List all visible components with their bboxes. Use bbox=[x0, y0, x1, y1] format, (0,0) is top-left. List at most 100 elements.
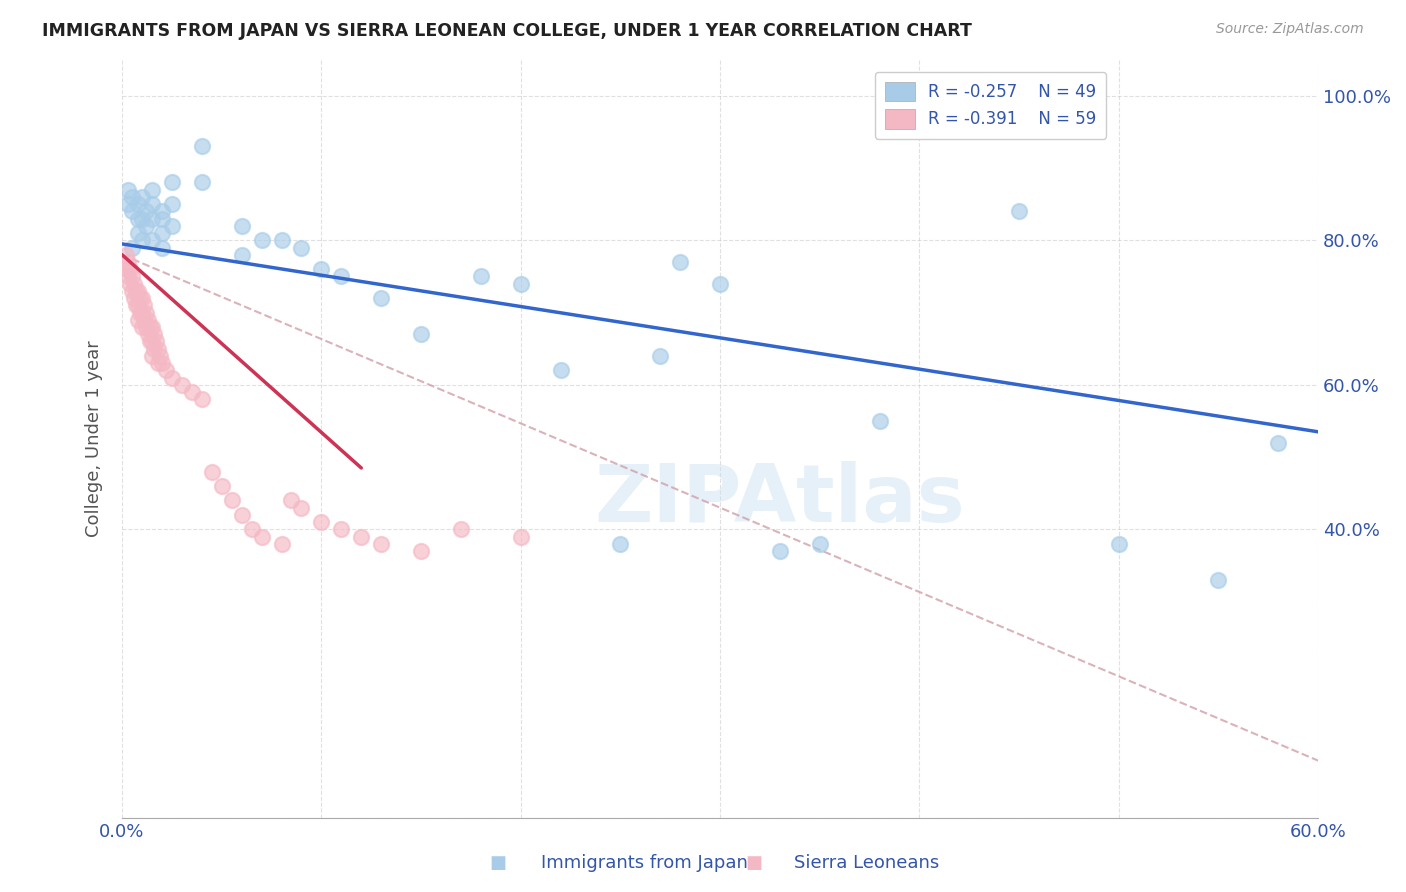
Text: ZIPAtlas: ZIPAtlas bbox=[595, 461, 966, 539]
Point bbox=[808, 537, 831, 551]
Point bbox=[231, 248, 253, 262]
Point bbox=[125, 284, 148, 298]
Point bbox=[131, 233, 153, 247]
Point bbox=[160, 197, 183, 211]
Point bbox=[150, 226, 173, 240]
Point bbox=[1267, 435, 1289, 450]
Point bbox=[121, 190, 143, 204]
Point bbox=[121, 284, 143, 298]
Point bbox=[1208, 573, 1230, 587]
Point bbox=[160, 176, 183, 190]
Point bbox=[370, 291, 392, 305]
Point bbox=[146, 356, 169, 370]
Point bbox=[129, 305, 152, 319]
Point bbox=[470, 269, 492, 284]
Point bbox=[117, 255, 139, 269]
Point bbox=[145, 334, 167, 349]
Point bbox=[509, 530, 531, 544]
Point bbox=[141, 211, 163, 226]
Point bbox=[117, 197, 139, 211]
Point bbox=[141, 183, 163, 197]
Point bbox=[191, 139, 214, 153]
Point bbox=[270, 537, 292, 551]
Point bbox=[127, 284, 149, 298]
Point bbox=[142, 342, 165, 356]
Point bbox=[131, 305, 153, 319]
Point bbox=[131, 211, 153, 226]
Point bbox=[122, 277, 145, 291]
Point bbox=[117, 183, 139, 197]
Point bbox=[1108, 537, 1130, 551]
Point bbox=[127, 197, 149, 211]
Point bbox=[121, 269, 143, 284]
Point bbox=[231, 508, 253, 522]
Point bbox=[139, 334, 162, 349]
Point bbox=[127, 312, 149, 326]
Point bbox=[450, 522, 472, 536]
Point bbox=[149, 349, 172, 363]
Point bbox=[180, 385, 202, 400]
Point bbox=[769, 544, 792, 558]
Point bbox=[231, 219, 253, 233]
Point bbox=[131, 320, 153, 334]
Point bbox=[550, 363, 572, 377]
Point bbox=[127, 298, 149, 312]
Point bbox=[125, 298, 148, 312]
Text: ■: ■ bbox=[489, 855, 506, 872]
Point bbox=[121, 240, 143, 254]
Point bbox=[311, 262, 333, 277]
Point bbox=[142, 327, 165, 342]
Point bbox=[135, 204, 157, 219]
Point bbox=[135, 320, 157, 334]
Text: ■: ■ bbox=[745, 855, 762, 872]
Point bbox=[330, 269, 353, 284]
Point bbox=[131, 190, 153, 204]
Y-axis label: College, Under 1 year: College, Under 1 year bbox=[86, 341, 103, 537]
Point bbox=[150, 211, 173, 226]
Point bbox=[191, 176, 214, 190]
Point bbox=[117, 269, 139, 284]
Point bbox=[650, 349, 672, 363]
Point bbox=[669, 255, 692, 269]
Point bbox=[118, 277, 141, 291]
Point bbox=[311, 515, 333, 529]
Point bbox=[330, 522, 353, 536]
Point bbox=[129, 291, 152, 305]
Point bbox=[122, 291, 145, 305]
Text: IMMIGRANTS FROM JAPAN VS SIERRA LEONEAN COLLEGE, UNDER 1 YEAR CORRELATION CHART: IMMIGRANTS FROM JAPAN VS SIERRA LEONEAN … bbox=[42, 22, 972, 40]
Point bbox=[350, 530, 373, 544]
Point bbox=[115, 248, 138, 262]
Point bbox=[146, 342, 169, 356]
Point bbox=[155, 363, 177, 377]
Point bbox=[132, 298, 155, 312]
Point bbox=[135, 219, 157, 233]
Point bbox=[409, 544, 432, 558]
Text: Immigrants from Japan: Immigrants from Japan bbox=[541, 855, 748, 872]
Point bbox=[160, 219, 183, 233]
Point bbox=[141, 349, 163, 363]
Point bbox=[135, 305, 157, 319]
Point bbox=[131, 291, 153, 305]
Point bbox=[290, 240, 312, 254]
Point bbox=[150, 204, 173, 219]
Point bbox=[136, 327, 159, 342]
Legend: R = -0.257    N = 49, R = -0.391    N = 59: R = -0.257 N = 49, R = -0.391 N = 59 bbox=[875, 71, 1107, 138]
Point bbox=[869, 414, 891, 428]
Point bbox=[132, 312, 155, 326]
Point bbox=[1008, 204, 1031, 219]
Point bbox=[270, 233, 292, 247]
Point bbox=[115, 262, 138, 277]
Point bbox=[221, 493, 243, 508]
Point bbox=[240, 522, 263, 536]
Point bbox=[170, 377, 193, 392]
Point bbox=[509, 277, 531, 291]
Point bbox=[250, 233, 273, 247]
Point bbox=[139, 320, 162, 334]
Point bbox=[201, 465, 224, 479]
Point bbox=[150, 240, 173, 254]
Text: Source: ZipAtlas.com: Source: ZipAtlas.com bbox=[1216, 22, 1364, 37]
Point bbox=[141, 320, 163, 334]
Point bbox=[121, 204, 143, 219]
Point bbox=[141, 233, 163, 247]
Point bbox=[127, 211, 149, 226]
